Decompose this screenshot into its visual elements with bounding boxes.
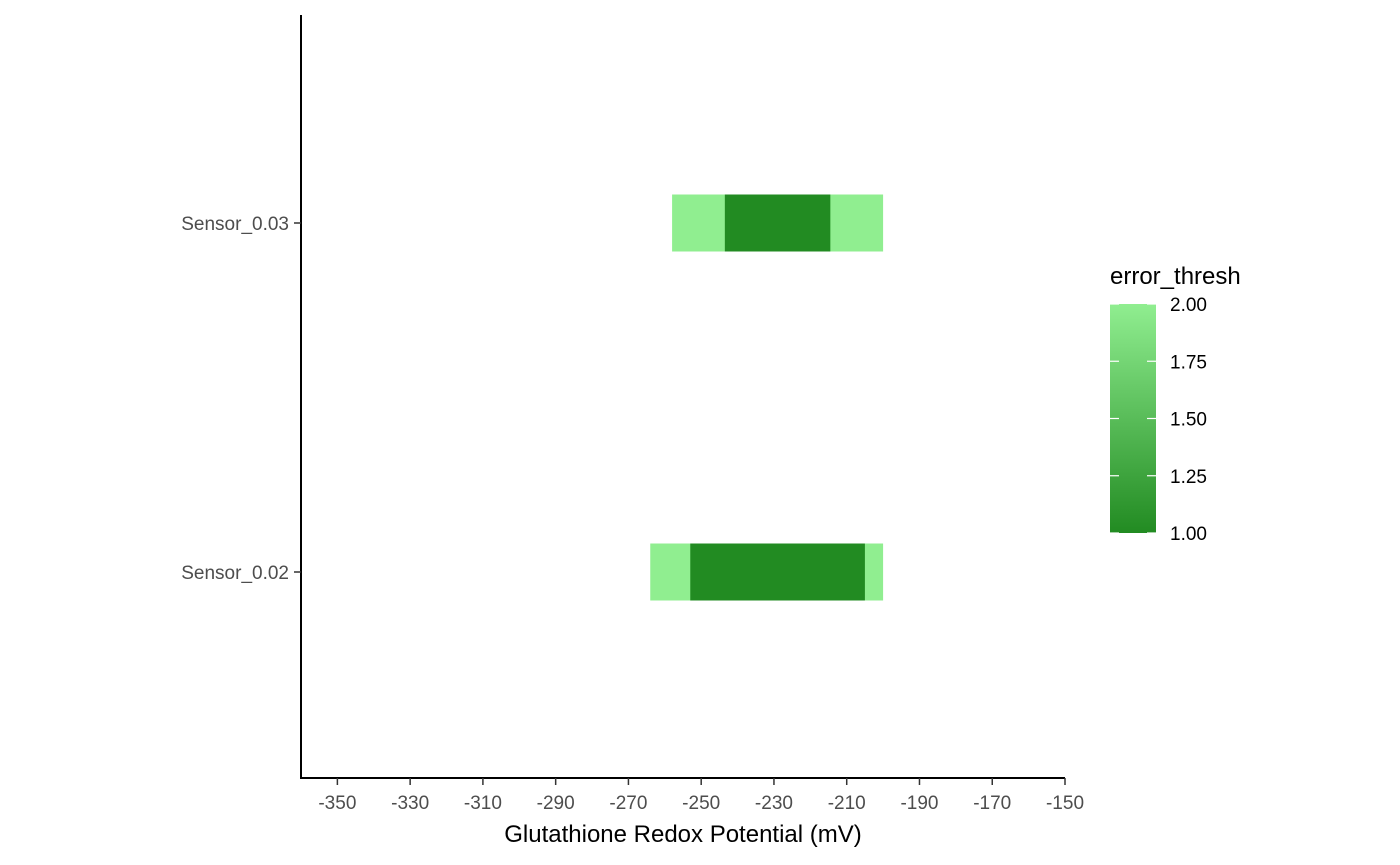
- y-ticks: Sensor_0.02 Sensor_0.03: [181, 214, 301, 584]
- x-tick-label: -330: [391, 793, 429, 814]
- legend-ticks: 2.00 1.75 1.50 1.25 1.00: [1110, 295, 1207, 545]
- x-tick-label: -150: [1046, 793, 1084, 814]
- legend-label: 1.75: [1170, 352, 1207, 373]
- range-bar-sensor-0-02-thresh-1: [690, 543, 865, 601]
- x-ticks: -350 -330 -310 -290 -270 -250 -230 -210 -190 -170…: [318, 778, 1084, 814]
- x-tick-label: -290: [537, 793, 575, 814]
- x-axis-title: Glutathione Redox Potential (mV): [504, 821, 862, 848]
- x-tick-label: -230: [755, 793, 793, 814]
- y-tick-label: Sensor_0.03: [181, 214, 289, 235]
- x-tick-label: -250: [682, 793, 720, 814]
- legend-label: 2.00: [1170, 295, 1207, 316]
- y-tick-label: Sensor_0.02: [181, 563, 289, 584]
- x-tick-label: -270: [609, 793, 647, 814]
- bars-layer: [650, 194, 884, 601]
- range-bar-sensor-0-03-thresh-1: [724, 194, 831, 252]
- x-tick-label: -170: [973, 793, 1011, 814]
- legend-label: 1.50: [1170, 410, 1207, 431]
- x-tick-label: -310: [464, 793, 502, 814]
- x-tick-label: -210: [828, 793, 866, 814]
- legend-label: 1.25: [1170, 467, 1207, 488]
- legend-title: error_thresh: [1110, 263, 1241, 290]
- legend: error_thresh 2.00 1.75 1.50 1.25 1.00: [1110, 263, 1241, 545]
- x-tick-label: -190: [900, 793, 938, 814]
- x-tick-label: -350: [318, 793, 356, 814]
- legend-label: 1.00: [1170, 524, 1207, 545]
